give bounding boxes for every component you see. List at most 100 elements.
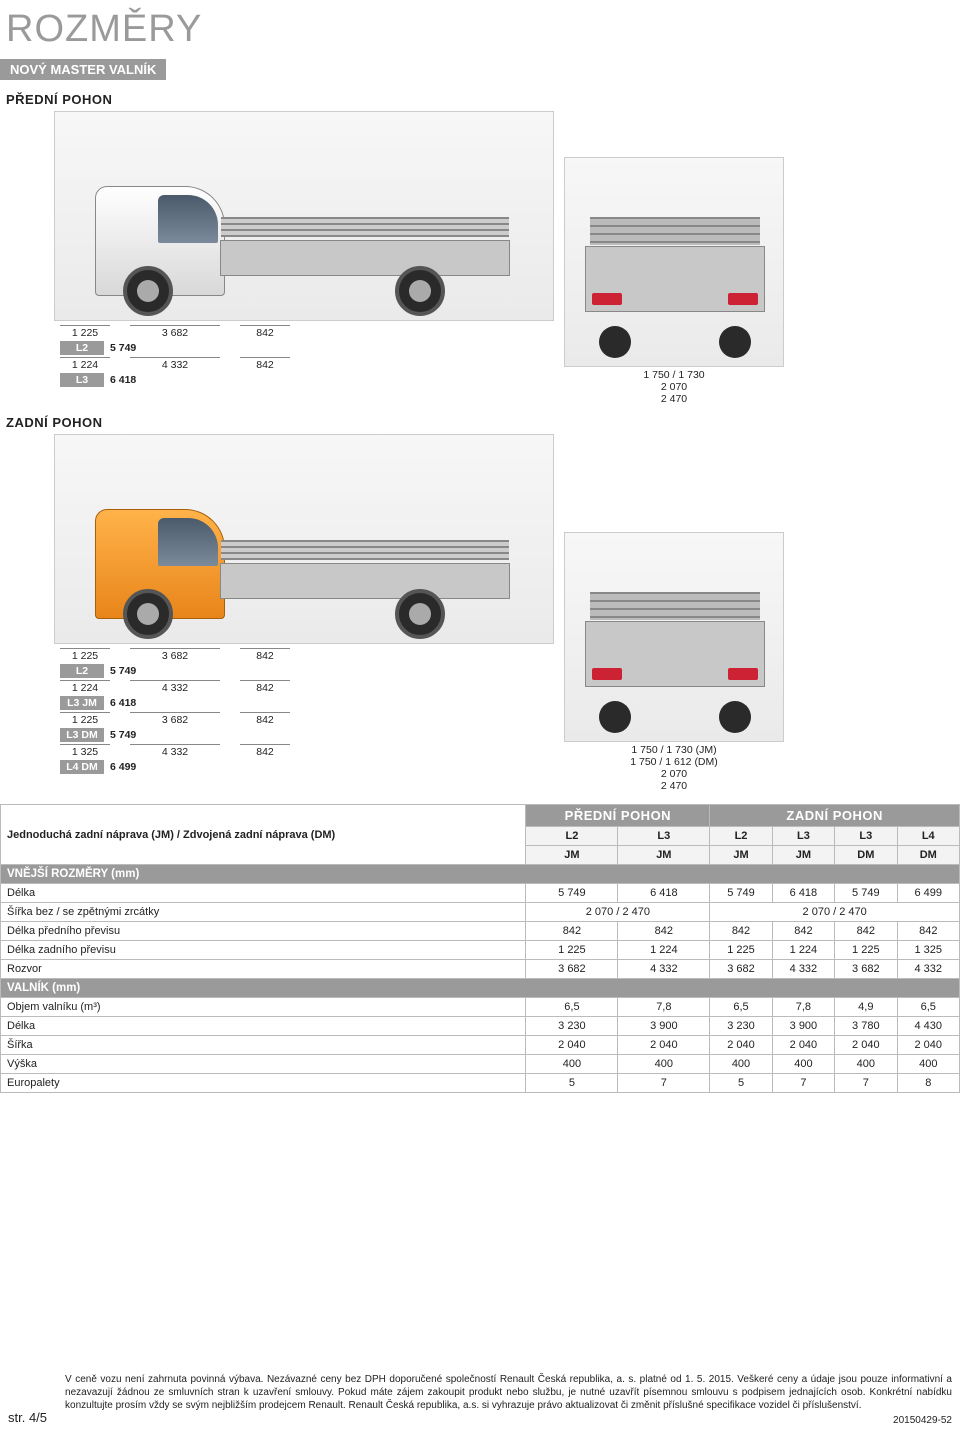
table-section-head: VNĚJŠÍ ROZMĚRY (mm) — [1, 865, 960, 884]
table-cell: 6 499 — [897, 884, 959, 903]
table-cell: 6,5 — [710, 998, 772, 1017]
col-head-top: L3 — [772, 827, 834, 846]
row-label: Šířka — [1, 1036, 526, 1055]
table-cell: 7,8 — [772, 998, 834, 1017]
row-label: Objem valníku (m³) — [1, 998, 526, 1017]
dim-segment: 842 — [240, 712, 290, 726]
row-label: Délka předního převisu — [1, 922, 526, 941]
table-cell: 842 — [772, 922, 834, 941]
table-cell: 2 040 — [835, 1036, 897, 1055]
table-cell: 2 040 — [618, 1036, 710, 1055]
table-cell: 1 225 — [526, 941, 618, 960]
table-cell: 3 230 — [710, 1017, 772, 1036]
table-cell: 1 225 — [710, 941, 772, 960]
table-row: Délka3 2303 9003 2303 9003 7804 430 — [1, 1017, 960, 1036]
table-cell: 4 332 — [772, 960, 834, 979]
table-cell: 6,5 — [897, 998, 959, 1017]
truck-side-view — [54, 111, 554, 321]
dim-total: 5 749 — [110, 729, 136, 741]
table-cell: 2 070 / 2 470 — [710, 903, 960, 922]
rear-dim-rows: 1 2253 682842L25 7491 2244 332842L3 JM6 … — [60, 648, 554, 774]
row-label: Délka — [1, 884, 526, 903]
dim-segment: 842 — [240, 680, 290, 694]
rear-dim-value: 2 070 — [564, 768, 784, 780]
table-cell: 400 — [526, 1055, 618, 1074]
row-label: Europalety — [1, 1074, 526, 1093]
table-cell: 3 780 — [835, 1017, 897, 1036]
variant-tag: L3 DM — [60, 728, 104, 742]
dim-segment: 3 682 — [130, 325, 220, 339]
truck-rear-bed-icon — [585, 246, 765, 312]
table-cell: 5 749 — [526, 884, 618, 903]
table-cell: 4 332 — [897, 960, 959, 979]
col-head-bot: JM — [618, 846, 710, 865]
col-head-bot: DM — [835, 846, 897, 865]
group-head-front: PŘEDNÍ POHON — [526, 805, 710, 827]
dim-total: 5 749 — [110, 342, 136, 354]
dim-segment: 1 225 — [60, 712, 110, 726]
col-head-top: L2 — [526, 827, 618, 846]
col-head-bot: JM — [710, 846, 772, 865]
table-cell: 400 — [618, 1055, 710, 1074]
table-cell: 7 — [835, 1074, 897, 1093]
table-cell: 842 — [835, 922, 897, 941]
dim-total: 6 418 — [110, 374, 136, 386]
wheel-icon — [123, 266, 173, 316]
table-cell: 5 — [710, 1074, 772, 1093]
table-row: Europalety575778 — [1, 1074, 960, 1093]
dim-segment: 842 — [240, 744, 290, 758]
truck-rear-view — [564, 532, 784, 742]
table-row: Délka předního převisu842842842842842842 — [1, 922, 960, 941]
col-head-top: L4 — [897, 827, 959, 846]
table-row: Šířka2 0402 0402 0402 0402 0402 040 — [1, 1036, 960, 1055]
row-label: Rozvor — [1, 960, 526, 979]
table-cell: 7,8 — [618, 998, 710, 1017]
row-label: Šířka bez / se zpětnými zrcátky — [1, 903, 526, 922]
dim-total: 5 749 — [110, 665, 136, 677]
truck-side-view — [54, 434, 554, 644]
dim-segment: 1 224 — [60, 680, 110, 694]
table-cell: 842 — [526, 922, 618, 941]
table-cell: 5 749 — [710, 884, 772, 903]
table-cell: 400 — [710, 1055, 772, 1074]
dim-segment: 3 682 — [130, 712, 220, 726]
truck-bed-icon — [220, 240, 510, 276]
table-cell: 3 900 — [618, 1017, 710, 1036]
variant-tag: L3 — [60, 373, 104, 387]
dim-segment: 3 682 — [130, 648, 220, 662]
wheel-icon — [123, 589, 173, 639]
table-cell: 1 225 — [835, 941, 897, 960]
table-cell: 7 — [772, 1074, 834, 1093]
rear-dim-value: 1 750 / 1 730 (JM) — [564, 744, 784, 756]
col-head-top: L3 — [835, 827, 897, 846]
row-label: Výška — [1, 1055, 526, 1074]
table-cell: 4 332 — [618, 960, 710, 979]
footer-disclaimer: V ceně vozu není zahrnuta povinná výbava… — [65, 1373, 952, 1412]
dim-segment: 4 332 — [130, 744, 220, 758]
table-cell: 2 040 — [526, 1036, 618, 1055]
rear-dim-value: 2 470 — [564, 780, 784, 792]
table-cell: 1 224 — [618, 941, 710, 960]
table-cell: 3 682 — [835, 960, 897, 979]
table-cell: 2 040 — [772, 1036, 834, 1055]
rear-dim-value: 1 750 / 1 730 — [564, 369, 784, 381]
truck-bed-icon — [220, 563, 510, 599]
dim-segment: 842 — [240, 648, 290, 662]
wheel-icon — [395, 589, 445, 639]
dim-segment: 1 225 — [60, 325, 110, 339]
spec-table: Jednoduchá zadní náprava (JM) / Zdvojená… — [0, 804, 960, 1093]
table-section-head: VALNÍK (mm) — [1, 979, 960, 998]
col-head-bot: JM — [772, 846, 834, 865]
rear-drive-diagram: H1 2 350 1 2253 682842L25 7491 2244 3328… — [0, 434, 960, 792]
truck-rear-bed-icon — [585, 621, 765, 687]
table-row: Délka5 7496 4185 7496 4185 7496 499 — [1, 884, 960, 903]
dim-total: 6 418 — [110, 697, 136, 709]
table-cell: 5 749 — [835, 884, 897, 903]
variant-tag: L3 JM — [60, 696, 104, 710]
wheel-icon — [395, 266, 445, 316]
group-head-rear: ZADNÍ POHON — [710, 805, 960, 827]
page-footer: str. 4/5 V ceně vozu není zahrnuta povin… — [0, 1373, 960, 1437]
table-cell: 6,5 — [526, 998, 618, 1017]
subtitle-bar: NOVÝ MASTER VALNÍK — [0, 59, 166, 80]
table-row: Šířka bez / se zpětnými zrcátky 2 070 / 2… — [1, 903, 960, 922]
